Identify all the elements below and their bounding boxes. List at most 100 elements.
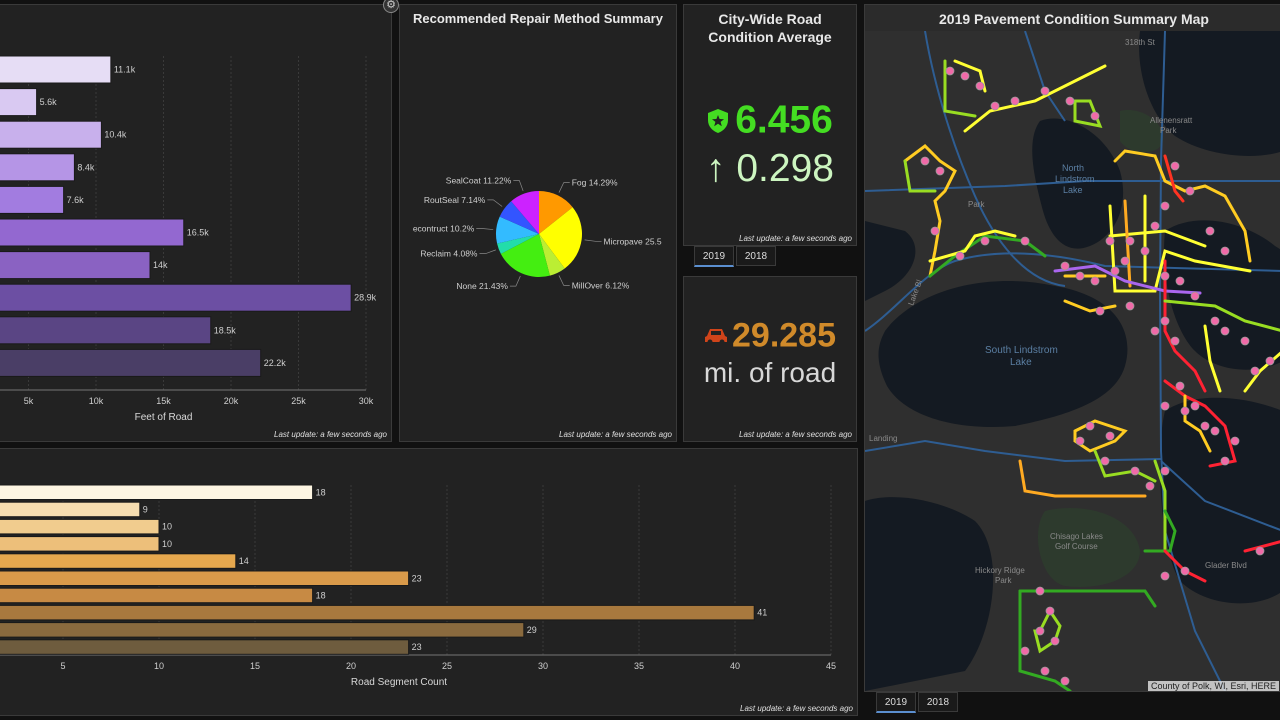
panel-title: 2019 Pavement Condition Summary Map <box>939 11 1209 27</box>
pie-leader-line <box>476 228 494 230</box>
bar <box>0 348 262 377</box>
pie-leader-line <box>584 239 602 242</box>
sw-lake <box>865 497 994 691</box>
bar <box>0 55 112 84</box>
map-label-landing: Landing <box>869 434 897 443</box>
pie-leader-line <box>509 275 521 287</box>
pie-slice-label: SealCoat 11.22% <box>446 176 512 186</box>
bar-value-label: 10.4k <box>104 130 127 140</box>
bar-value-label: 22.2k <box>264 358 287 368</box>
footage-chart-panel: 5k 10k 15k 20k 25k 30k 11.1k 5.6k 10.4k 8.4k 7.6k 1… <box>0 0 399 442</box>
bar <box>0 501 141 518</box>
change-row: ↑ 0.298 <box>684 147 856 191</box>
average-value-row: 6.456 <box>684 97 856 143</box>
arrow-up-icon: ↑ <box>706 147 726 190</box>
x-tick-label: 30k <box>359 396 374 406</box>
pie-slice-label: Fog 14.29% <box>572 178 618 188</box>
x-axis-title: Feet of Road <box>135 412 193 423</box>
bar-value-label: 41 <box>757 608 767 618</box>
panel-title-line2: Condition Average <box>708 29 832 45</box>
bar <box>0 604 755 621</box>
miles-unit: mi. of road <box>703 357 837 388</box>
bar <box>0 484 314 500</box>
pie-slice-label: Micropave 25.5 <box>604 236 662 246</box>
tab-2019[interactable]: 2019 <box>694 246 734 267</box>
miles-value: 29.285 <box>732 316 836 355</box>
pie-slice <box>497 234 539 254</box>
bar-value-label: 23 <box>412 573 422 583</box>
bar <box>0 536 160 552</box>
change-value: 0.298 <box>736 147 834 190</box>
pavement-map-panel: 2019 Pavement Condition Summary Map <box>864 4 1280 692</box>
last-update-text: Last update: a few seconds ago <box>274 430 387 439</box>
bar-value-label: 16.5k <box>187 228 210 238</box>
map-label-north-lake: Lake <box>1063 185 1083 195</box>
x-tick-label: 10k <box>89 396 104 406</box>
gear-icon[interactable]: ⚙ <box>383 0 399 13</box>
average-value: 6.456 <box>735 98 833 142</box>
bar <box>0 218 185 247</box>
x-axis-title: Road Segment Count <box>351 677 447 688</box>
x-tick-label: 45 <box>826 661 836 671</box>
bar <box>0 518 160 535</box>
bar <box>0 153 75 182</box>
north-lake <box>1139 31 1280 156</box>
last-update-text: Last update: a few seconds ago <box>740 704 853 713</box>
x-tick-label: 5k <box>24 396 34 406</box>
pie-slice-label: None 21.43% <box>456 281 508 291</box>
bar <box>0 639 410 655</box>
bar-value-label: 18 <box>316 487 326 497</box>
x-tick-label: 15k <box>156 396 171 406</box>
bar <box>0 251 151 280</box>
pie-slice <box>496 216 539 244</box>
bar <box>0 587 314 604</box>
x-tick-label: 20k <box>224 396 239 406</box>
map-label-park: Park <box>968 200 985 209</box>
pie-slice-label: Reclaim 4.08% <box>420 249 478 259</box>
bar-value-label: 28.9k <box>354 293 377 303</box>
map-label-hickory: Hickory Ridge <box>975 566 1025 575</box>
map-label-318th-st: 318th St <box>1125 38 1156 47</box>
bar-value-label: 9 <box>143 504 148 514</box>
tab-2019[interactable]: 2019 <box>876 692 916 713</box>
pie-slice <box>539 234 565 276</box>
bar-value-label: 29 <box>527 625 537 635</box>
map-label-south-lindstrom: South Lindstrom <box>985 345 1058 356</box>
map-label-south-lake: Lake <box>1010 357 1032 368</box>
bar-value-label: 8.4k <box>77 162 95 172</box>
bar-value-label: 10 <box>162 522 172 532</box>
last-update-text: Last update: a few seconds ago <box>739 430 852 439</box>
x-tick-label: 35 <box>634 661 644 671</box>
tab-2018[interactable]: 2018 <box>736 246 776 266</box>
pie-slice <box>500 234 550 277</box>
park-area <box>1120 110 1164 153</box>
x-tick-label: 10 <box>154 661 164 671</box>
west-lake <box>865 221 916 301</box>
bar <box>0 283 352 312</box>
car-icon <box>705 329 727 345</box>
pie-slice <box>511 191 539 234</box>
tab-2018[interactable]: 2018 <box>918 692 958 712</box>
pavement-condition-map[interactable]: 318th St Allenensratt Park North Lindstr… <box>865 31 1280 691</box>
pie-leader-line <box>558 182 570 193</box>
map-label-golf-course: Golf Course <box>1055 542 1098 551</box>
pie-leader-line <box>479 249 496 255</box>
pie-leader-line <box>558 275 570 286</box>
map-label-allen-park: Park <box>1160 126 1177 135</box>
bar-value-label: 10 <box>162 539 172 549</box>
x-tick-label: 30 <box>538 661 548 671</box>
x-tick-label: 5 <box>60 661 65 671</box>
bar-value-label: 11.1k <box>114 65 136 75</box>
map-year-tabs: 2019 2018 <box>876 692 960 713</box>
pie-slice-label: econtruct 10.2% <box>413 224 475 234</box>
pie-slice-label: MillOver 6.12% <box>572 280 630 290</box>
bar-value-label: 14k <box>153 260 168 270</box>
map-label-north: North <box>1062 163 1084 173</box>
pie-leader-line <box>487 199 503 207</box>
miles-value-row: 29.285 <box>684 315 856 356</box>
condition-average-panel: City-Wide Road Condition Average 6.456 ↑… <box>683 4 857 246</box>
bar-value-label: 7.6k <box>67 195 85 205</box>
last-update-text: Last update: a few seconds ago <box>559 430 672 439</box>
map-label-hickory-park: Park <box>995 576 1012 585</box>
miles-of-road-panel: 29.285 mi. of road Last update: a few se… <box>683 276 857 442</box>
